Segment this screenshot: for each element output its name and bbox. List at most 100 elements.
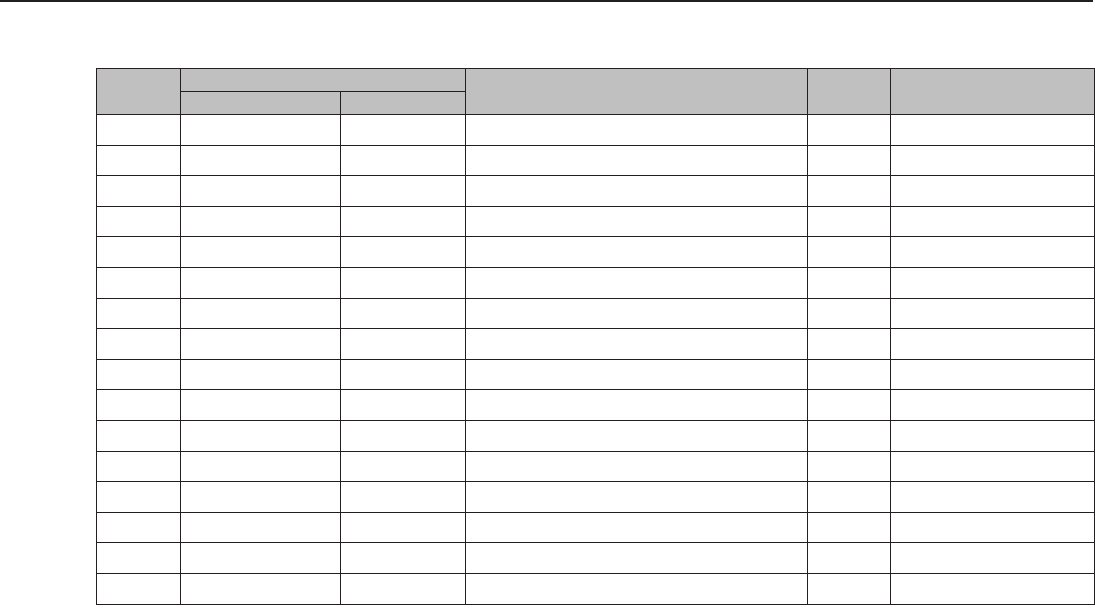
- table-cell: [465, 419, 808, 452]
- table-cell: [890, 205, 1095, 238]
- blank-form-table: [96, 68, 1095, 605]
- table-cell: [890, 572, 1095, 605]
- table-cell: [465, 542, 808, 574]
- table-cell: [890, 328, 1095, 360]
- table-cell: [180, 450, 341, 483]
- table-cell: [340, 297, 466, 330]
- table-row: [96, 572, 1095, 605]
- table-cell: [807, 511, 891, 544]
- table-cell: [180, 205, 341, 238]
- table-row: [96, 389, 1095, 421]
- table-cell: [340, 175, 466, 207]
- table-cell: [96, 205, 181, 238]
- table-cell: [96, 572, 181, 605]
- table-cell: [180, 419, 341, 452]
- table-cell: [340, 114, 466, 146]
- table-cell: [465, 297, 808, 330]
- table-row: [96, 236, 1095, 268]
- table-cell: [180, 572, 341, 605]
- table-cell: [180, 297, 341, 330]
- table-cell: [807, 205, 891, 238]
- table-cell: [180, 266, 341, 299]
- table-cell: [465, 144, 808, 177]
- table-cell: [340, 389, 466, 421]
- table-cell: [180, 481, 341, 513]
- table-cell: [890, 114, 1095, 146]
- table-cell: [890, 175, 1095, 207]
- table-cell: [180, 144, 341, 177]
- table-cell: [96, 144, 181, 177]
- top-rule: [0, 0, 1093, 2]
- table-cell: [96, 389, 181, 421]
- table-cell: [180, 542, 341, 574]
- table-cell: [465, 328, 808, 360]
- table-cell: [890, 389, 1095, 421]
- table-cell: [96, 481, 181, 513]
- table-cell: [465, 389, 808, 421]
- table-cell: [890, 481, 1095, 513]
- table-cell: [807, 358, 891, 391]
- table-cell: [340, 572, 466, 605]
- header-group-sub-2: [340, 91, 466, 115]
- table-row: [96, 328, 1095, 360]
- table-cell: [180, 175, 341, 207]
- table-cell: [465, 572, 808, 605]
- table-cell: [890, 297, 1095, 330]
- table-cell: [180, 511, 341, 544]
- table-cell: [96, 542, 181, 574]
- table-cell: [96, 511, 181, 544]
- table-cell: [807, 572, 891, 605]
- table-cell: [807, 481, 891, 513]
- header-col-4: [465, 68, 808, 115]
- table-row: [96, 481, 1095, 513]
- table-cell: [890, 511, 1095, 544]
- table-cell: [807, 297, 891, 330]
- table-cell: [465, 358, 808, 391]
- table-cell: [340, 511, 466, 544]
- table-cell: [807, 450, 891, 483]
- table-cell: [96, 419, 181, 452]
- table-cell: [890, 236, 1095, 268]
- table-cell: [465, 266, 808, 299]
- table-cell: [890, 358, 1095, 391]
- table-cell: [340, 328, 466, 360]
- table-cell: [96, 297, 181, 330]
- table-cell: [465, 511, 808, 544]
- table-cell: [180, 389, 341, 421]
- table-cell: [807, 175, 891, 207]
- table-cell: [340, 236, 466, 268]
- table-cell: [180, 358, 341, 391]
- table-row: [96, 419, 1095, 452]
- table-cell: [890, 450, 1095, 483]
- table-cell: [465, 205, 808, 238]
- header-col-1: [96, 68, 181, 115]
- table-row: [96, 205, 1095, 238]
- table-cell: [96, 358, 181, 391]
- table-cell: [807, 144, 891, 177]
- table-cell: [465, 175, 808, 207]
- table-cell: [96, 328, 181, 360]
- header-col-5: [807, 68, 891, 115]
- table-cell: [807, 542, 891, 574]
- table-row: [96, 297, 1095, 330]
- table-row: [96, 144, 1095, 177]
- table-cell: [180, 236, 341, 268]
- table-cell: [96, 450, 181, 483]
- table-row: [96, 175, 1095, 207]
- table-cell: [890, 542, 1095, 574]
- table-row: [96, 542, 1095, 574]
- table-cell: [340, 419, 466, 452]
- header-group: [180, 68, 466, 92]
- table-cell: [340, 358, 466, 391]
- table-cell: [340, 542, 466, 574]
- table-cell: [807, 419, 891, 452]
- table-cell: [180, 328, 341, 360]
- table-cell: [180, 114, 341, 146]
- table-cell: [465, 481, 808, 513]
- table-cell: [340, 205, 466, 238]
- table-cell: [890, 144, 1095, 177]
- table-row: [96, 114, 1095, 146]
- table-cell: [465, 236, 808, 268]
- table-cell: [807, 236, 891, 268]
- table-row: [96, 266, 1095, 299]
